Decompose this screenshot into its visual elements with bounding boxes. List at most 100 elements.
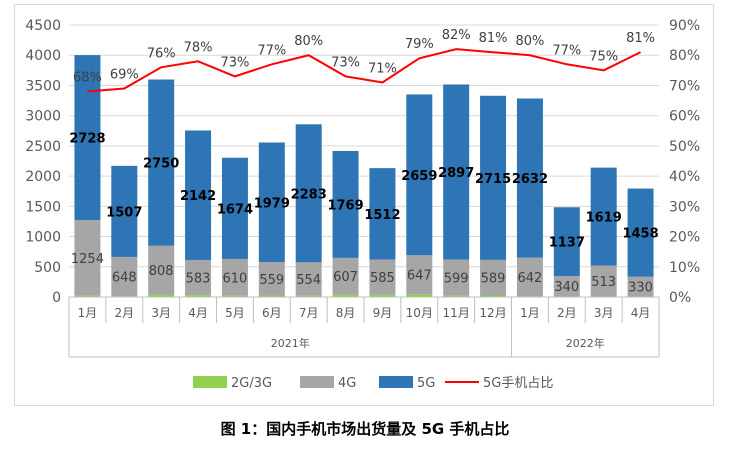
label-4g: 648: [112, 271, 137, 286]
legend-2g3g-label: 2G/3G: [231, 376, 272, 391]
y-tick-label: 3000: [25, 109, 61, 125]
label-4g: 513: [591, 275, 616, 290]
bar-2g3g: [185, 295, 212, 297]
bar-4g: [516, 257, 543, 297]
bar-5g: [406, 94, 433, 256]
label-5g: 2750: [143, 157, 179, 172]
bar-5g: [627, 188, 654, 277]
bar-4g: [406, 255, 433, 295]
y2-tick-label: 10%: [669, 260, 700, 276]
label-4g: 642: [518, 271, 543, 286]
bar-2g3g: [332, 294, 359, 297]
label-5g: 1769: [327, 198, 363, 213]
x-tick-label: 4月: [188, 306, 208, 320]
x-tick-label: 11月: [443, 306, 470, 320]
ratio-label: 82%: [442, 28, 471, 43]
label-4g: 340: [554, 280, 579, 295]
bar-2g3g: [295, 295, 322, 297]
bar-4g: [369, 259, 396, 295]
y-tick-label: 4500: [25, 18, 61, 34]
label-5g: 1674: [217, 202, 253, 217]
bar-4g: [553, 275, 580, 297]
label-4g: 559: [259, 273, 284, 288]
bar-2g3g: [369, 294, 396, 297]
label-4g: 330: [628, 281, 653, 296]
ratio-label: 68%: [73, 70, 102, 85]
label-4g: 599: [444, 272, 469, 287]
y-tick-label: 3500: [25, 78, 61, 94]
label-5g: 2283: [291, 187, 327, 202]
y2-tick-label: 80%: [669, 48, 700, 64]
y2-tick-label: 60%: [669, 109, 700, 125]
bar-4g: [443, 259, 470, 296]
bar-5g: [148, 79, 175, 246]
label-5g: 2897: [438, 166, 474, 181]
bar-2g3g: [221, 295, 248, 297]
x-tick-label: 12月: [479, 306, 506, 320]
label-4g: 610: [223, 271, 248, 286]
ratio-label: 77%: [552, 43, 581, 58]
bar-4g: [627, 276, 654, 297]
x-tick-label: 3月: [151, 306, 171, 320]
ratio-label: 73%: [331, 55, 360, 70]
x-tick-label: 5月: [225, 306, 245, 320]
label-4g: 808: [149, 264, 174, 279]
bar-5g: [480, 95, 507, 260]
label-5g: 1458: [622, 227, 658, 242]
figure-caption: 图 1：国内手机市场出货量及 5G 手机占比: [220, 420, 510, 438]
x-tick-label: 8月: [336, 306, 356, 320]
bar-4g: [295, 262, 322, 296]
y-tick-label: 500: [34, 260, 61, 276]
ratio-label: 80%: [294, 34, 323, 49]
bar-5g: [590, 167, 617, 266]
bar-4g: [332, 257, 359, 295]
bar-5g: [221, 157, 248, 259]
year-group-label: 2022年: [566, 336, 605, 350]
ratio-label: 77%: [257, 43, 286, 58]
label-4g: 607: [333, 270, 358, 285]
bar-4g: [590, 265, 617, 297]
legend-4g-label: 4G: [338, 376, 356, 391]
x-tick-label: 2月: [557, 306, 577, 320]
bar-5g: [295, 124, 322, 263]
bar-4g: [148, 245, 175, 295]
label-5g: 2142: [180, 189, 216, 204]
y2-tick-label: 50%: [669, 139, 700, 155]
label-5g: 1979: [254, 196, 290, 211]
bar-5g: [332, 150, 359, 258]
label-5g: 1619: [586, 211, 622, 226]
ratio-label: 76%: [147, 46, 176, 61]
label-4g: 589: [481, 272, 506, 287]
bar-5g: [111, 165, 138, 257]
label-5g: 1512: [364, 208, 400, 223]
ratio-label: 73%: [220, 55, 249, 70]
bar-4g: [480, 259, 507, 296]
shipment-chart: 1254 2728 648 1507 808 2750 583 2142 610 1674 559 1…: [25, 18, 700, 391]
bar-4g: [221, 258, 248, 296]
y-tick-label: 1000: [25, 230, 61, 246]
bar-4g: [111, 256, 138, 297]
label-4g: 647: [407, 269, 432, 284]
legend-5g-swatch: [379, 376, 413, 388]
y-tick-label: 4000: [25, 48, 61, 64]
label-4g: 1254: [71, 252, 104, 267]
bar-5g: [443, 84, 470, 260]
y2-tick-label: 20%: [669, 230, 700, 246]
label-5g: 2715: [475, 172, 511, 187]
x-tick-label: 3月: [594, 306, 614, 320]
bar-5g: [553, 207, 580, 276]
bar-4g: [74, 219, 101, 296]
y2-tick-label: 40%: [669, 169, 700, 185]
ratio-label: 80%: [515, 34, 544, 49]
ratio-line: [87, 48, 642, 93]
bar-5g: [185, 130, 212, 260]
chart-frame: 1254 2728 648 1507 808 2750 583 2142 610 1674 559 1…: [14, 4, 714, 406]
y2-tick-label: 70%: [669, 78, 700, 94]
bar-2g3g: [258, 295, 285, 297]
bar-2g3g: [74, 295, 101, 297]
ratio-label: 81%: [626, 31, 655, 46]
bar-5g: [258, 142, 285, 263]
bar-5g: [74, 55, 101, 220]
x-tick-label: 1月: [78, 306, 98, 320]
ratio-label: 78%: [184, 40, 213, 55]
